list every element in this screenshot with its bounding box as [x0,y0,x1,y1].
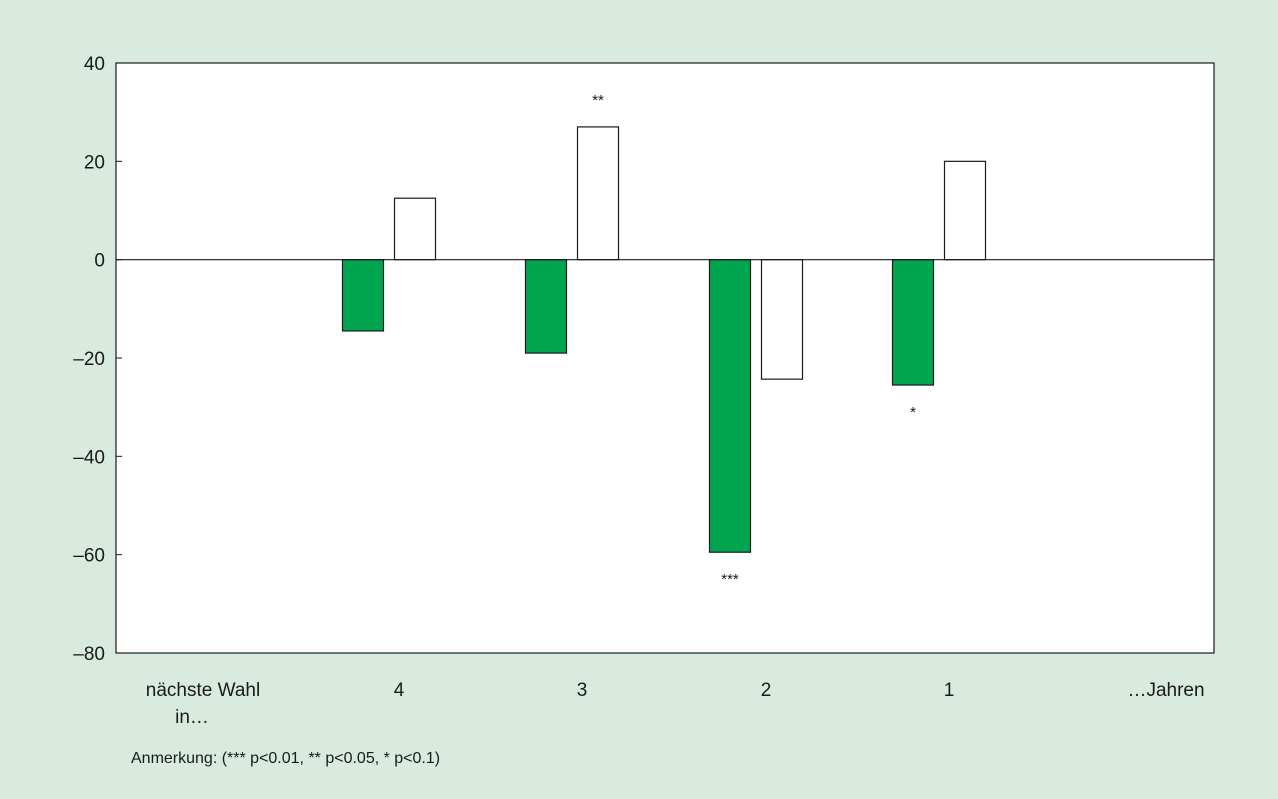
x-axis-labels: nächste Wahl in… …Jahren 4 3 2 1 [146,680,1205,728]
bar-2-series-1 [708,259,752,553]
y-tick-label: 0 [94,251,105,272]
y-tick-label: 20 [84,152,105,173]
significance-marker: * [910,404,916,421]
y-tick-label: –60 [73,546,105,567]
significance-marker: ** [592,92,604,109]
significance-marker: *** [721,571,739,588]
x-label-first-line1: nächste Wahl [146,680,260,701]
bars [341,126,987,553]
bar-4-series-2 [393,197,437,261]
bar-2-series-2 [760,259,804,380]
plot-area [115,62,1215,654]
x-label-1: 1 [944,680,955,701]
bar-1-series-2 [943,160,987,261]
y-tick-label: –20 [73,349,105,370]
bar-1-series-1 [891,259,935,386]
bar-3-series-1 [524,259,568,354]
chart-note: Anmerkung: (*** p<0.01, ** p<0.05, * p<0… [131,750,440,767]
y-axis: 40 20 0 –20 –40 –60 –80 [73,54,122,665]
x-label-last: …Jahren [1127,680,1204,701]
significance-markers: ****** [592,92,916,588]
x-label-3: 3 [577,680,588,701]
bar-3-series-2 [576,126,620,261]
x-label-4: 4 [394,680,405,701]
x-label-first-line2: in… [175,707,209,728]
y-tick-label: –40 [73,447,105,468]
y-tick-label: 40 [84,54,105,75]
y-tick-label: –80 [73,644,105,665]
x-label-2: 2 [761,680,772,701]
bar-4-series-1 [341,259,385,332]
